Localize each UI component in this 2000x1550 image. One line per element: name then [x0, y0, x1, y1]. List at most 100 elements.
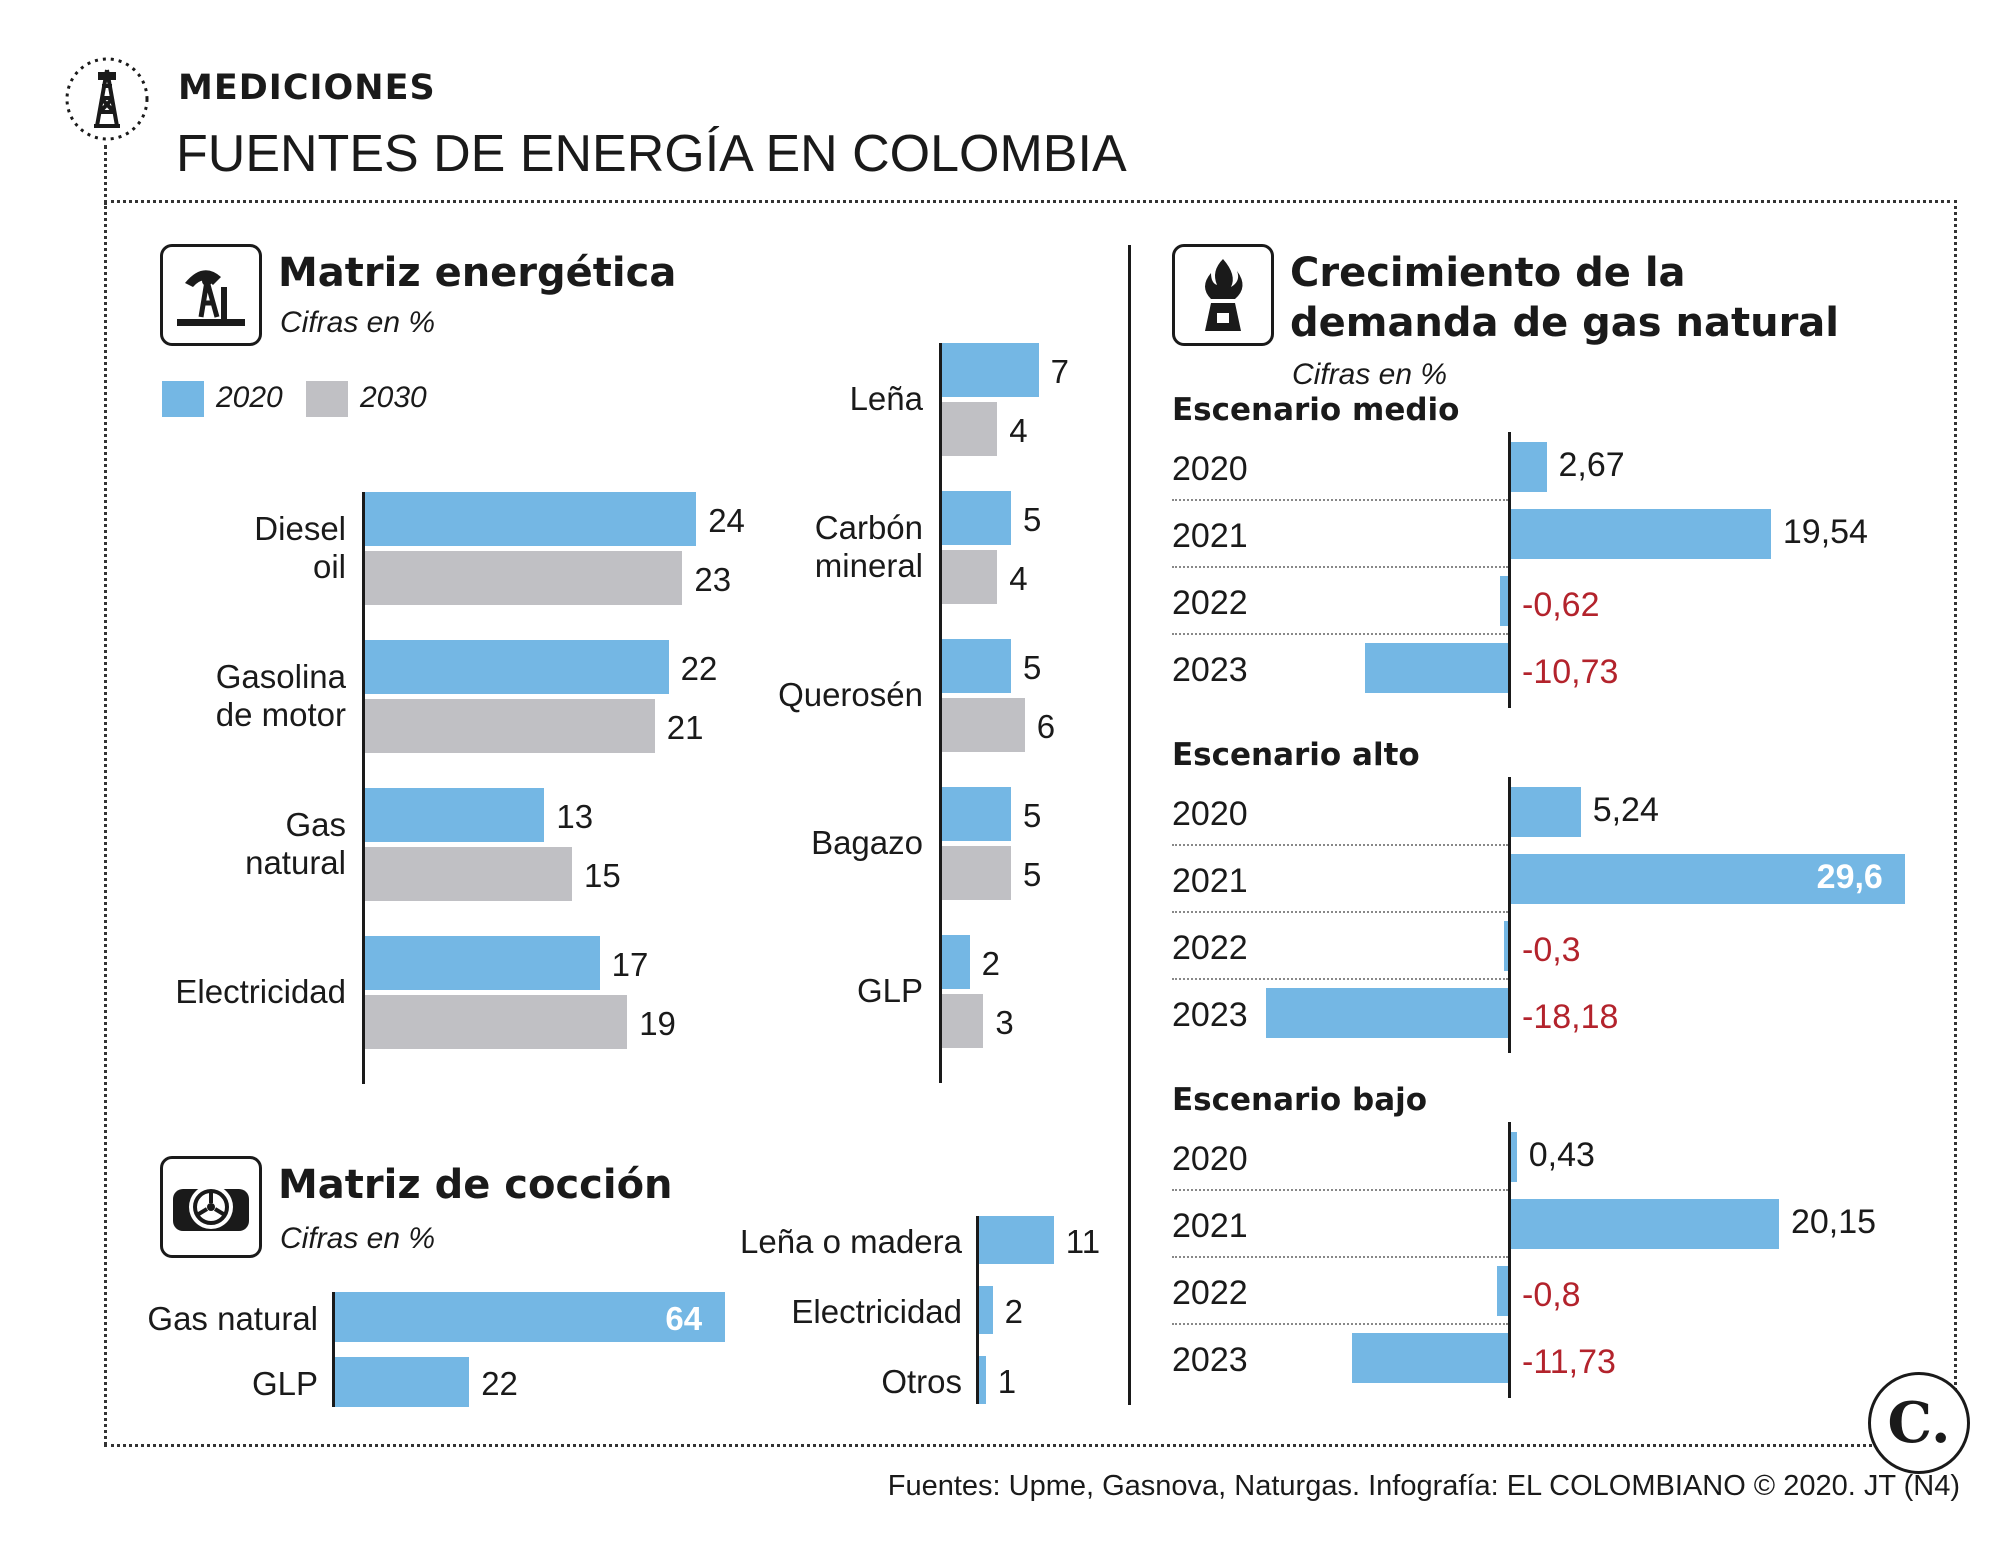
zero-axis [1508, 432, 1511, 708]
bar [1504, 921, 1508, 971]
value-label: 22 [680, 650, 718, 687]
bar [1511, 854, 1905, 904]
bar-2020 [365, 492, 697, 546]
frame-top [104, 200, 1957, 203]
value-label: 3 [995, 1004, 1014, 1041]
bar-2030 [365, 995, 628, 1049]
header-dotted-connector [104, 145, 107, 205]
category-label: Gas [285, 806, 346, 843]
page-title: FUENTES DE ENERGÍA EN COLOMBIA [176, 125, 1127, 183]
value-label: 11 [1065, 1223, 1101, 1260]
category-label: Electricidad [175, 973, 346, 1010]
header-logo-icon [64, 56, 150, 142]
scenario-title: Escenario bajo [1172, 1082, 1428, 1118]
bar [1497, 1266, 1508, 1316]
value-label: 21 [666, 709, 704, 746]
value-label: 29,6 [1816, 858, 1883, 896]
stove-burner-icon [160, 1156, 262, 1258]
category-label: Otros [881, 1363, 962, 1400]
value-label: 17 [611, 946, 649, 983]
year-label: 2022 [1172, 584, 1248, 622]
category-label: Leña o madera [740, 1223, 962, 1260]
category-label: Gas natural [147, 1300, 318, 1337]
bar-2020 [942, 935, 970, 989]
scenario-title: Escenario alto [1172, 737, 1420, 773]
value-label: 2 [981, 945, 1000, 982]
y-axis [939, 343, 942, 1083]
bar [1511, 1132, 1517, 1182]
bar-2020 [365, 936, 600, 990]
coccion-title: Matriz de cocción [278, 1162, 673, 1208]
bar [979, 1216, 1054, 1264]
bar-2030 [365, 551, 683, 605]
matriz-subtitle: Cifras en % [280, 306, 436, 339]
row-separator [1172, 1323, 1508, 1325]
y-axis [976, 1216, 979, 1404]
bar-2030 [942, 550, 998, 604]
year-label: 2020 [1172, 1140, 1248, 1178]
bar-2020 [942, 343, 1039, 397]
column-divider [1128, 245, 1131, 1405]
category-label: Leña [849, 380, 923, 417]
year-label: 2022 [1172, 929, 1248, 967]
header-kicker: MEDICIONES [178, 68, 436, 108]
value-label: 15 [584, 857, 621, 894]
value-label: 19 [639, 1005, 676, 1042]
row-separator [1172, 911, 1508, 913]
category-label: Diesel [254, 510, 346, 547]
category-label: oil [312, 548, 346, 585]
value-label: 5 [1023, 856, 1042, 893]
zero-axis [1508, 1122, 1511, 1398]
value-label: 24 [708, 502, 745, 539]
category-label: Carbón [814, 509, 923, 546]
bar [1511, 509, 1771, 559]
legend-swatch-2020 [162, 381, 204, 417]
matriz-title: Matriz energética [278, 250, 677, 296]
scenario-title: Escenario medio [1172, 392, 1460, 428]
value-label: 5,24 [1592, 791, 1659, 829]
year-label: 2020 [1172, 795, 1248, 833]
year-label: 2023 [1172, 1341, 1248, 1379]
category-label: Querosén [778, 676, 923, 713]
value-label: 5 [1023, 797, 1042, 834]
value-label: 6 [1036, 708, 1056, 745]
bar [1266, 988, 1508, 1038]
value-label: -0,62 [1522, 586, 1600, 624]
year-label: 2021 [1172, 862, 1248, 900]
value-label: 20,15 [1790, 1203, 1877, 1241]
bar-2020 [942, 787, 1011, 841]
publisher-logo: C. [1868, 1372, 1970, 1474]
row-separator [1172, 1256, 1508, 1258]
bar [335, 1357, 470, 1407]
row-separator [1172, 633, 1508, 635]
y-axis [362, 492, 365, 1084]
value-label: 64 [665, 1300, 703, 1337]
category-label: Electricidad [791, 1293, 962, 1330]
row-separator [1172, 1189, 1508, 1191]
value-label: 5 [1023, 649, 1042, 686]
frame-bottom [104, 1444, 1957, 1447]
bar-2030 [942, 994, 984, 1048]
value-label: 0,43 [1528, 1136, 1595, 1174]
bar-2020 [942, 639, 1011, 693]
value-label: -18,18 [1522, 998, 1619, 1036]
bar-2030 [942, 698, 1025, 752]
bar [1365, 643, 1508, 693]
value-label: 4 [1009, 560, 1028, 597]
bar-2030 [942, 846, 1011, 900]
bar-2030 [365, 699, 655, 753]
oil-pump-icon [160, 244, 262, 346]
value-label: -0,3 [1522, 931, 1581, 969]
bar-2020 [365, 640, 669, 694]
value-label: 2 [1004, 1293, 1023, 1330]
bar-2030 [365, 847, 572, 901]
bar [1511, 787, 1581, 837]
frame-left [104, 200, 107, 1445]
category-label: Gasolina [215, 658, 346, 695]
bar [1351, 1333, 1508, 1383]
bar-2020 [365, 788, 545, 842]
value-label: -0,8 [1522, 1276, 1581, 1314]
row-separator [1172, 499, 1508, 501]
category-label: Bagazo [811, 824, 923, 861]
y-axis [332, 1292, 335, 1407]
